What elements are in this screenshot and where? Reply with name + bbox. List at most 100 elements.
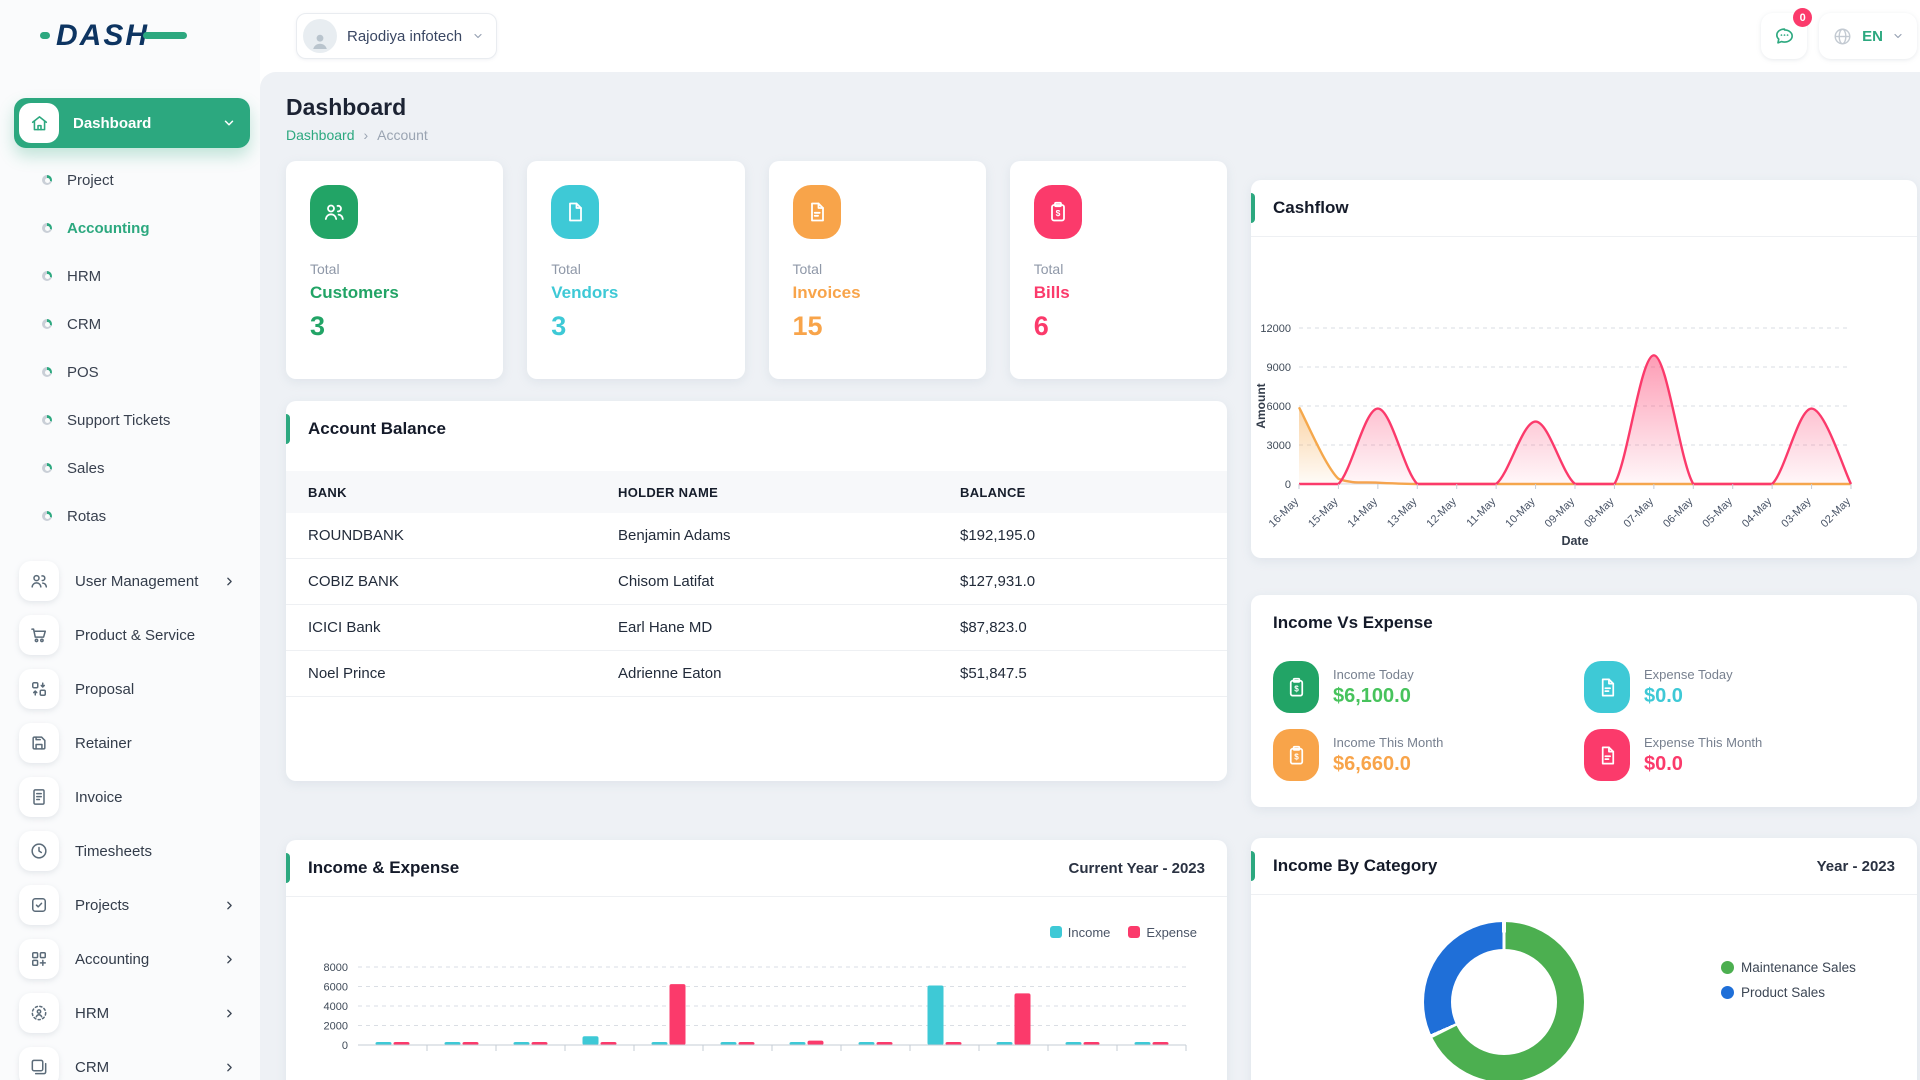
sidebar-item-dashboard[interactable]: Dashboard: [14, 98, 250, 148]
stat-card-customers[interactable]: Total Customers 3: [286, 161, 504, 379]
donut-legend-item-product-sales[interactable]: Product Sales: [1721, 985, 1856, 1000]
svg-text:$: $: [1055, 208, 1060, 218]
table-row: Noel Prince Adrienne Eaton $51,847.5: [286, 651, 1227, 697]
cell-balance: $51,847.5: [960, 665, 1027, 682]
svg-text:03-May: 03-May: [1779, 495, 1814, 530]
svg-text:12-May: 12-May: [1424, 495, 1459, 530]
chevron-down-icon: [1894, 33, 1902, 39]
sidebar-item-projects[interactable]: Projects: [14, 878, 250, 932]
stat-card-bills[interactable]: $ Total Bills 6: [1009, 161, 1227, 379]
breadcrumb-dashboard[interactable]: Dashboard: [286, 127, 355, 143]
stat-card-label: Bills: [1033, 283, 1070, 302]
ivse-stat-value: $6,100.0: [1333, 684, 1411, 707]
ivse-stat-value: $6,660.0: [1333, 752, 1411, 775]
stat-card-vendors[interactable]: Total Vendors 3: [527, 161, 745, 379]
breadcrumb-current: Account: [377, 127, 428, 143]
right-column: Cashflow 0 3000 6000 9000 12000 16-May 15-May 1…: [1251, 180, 1917, 1080]
sidebar-subitem-pos[interactable]: POS: [14, 348, 250, 396]
sidebar-subitem-hrm[interactable]: HRM: [14, 252, 250, 300]
svg-text:08-May: 08-May: [1582, 495, 1617, 530]
messages-button[interactable]: 0: [1761, 8, 1813, 59]
cell-holder: Benjamin Adams: [618, 527, 731, 544]
sidebar-item-label: User Management: [75, 572, 199, 590]
cell-bank: ROUNDBANK: [308, 527, 404, 544]
sidebar-item-label: Retainer: [75, 734, 132, 752]
ivse-stat-label: Income Today: [1333, 666, 1414, 682]
svg-text:6000: 6000: [324, 982, 348, 994]
avatar: [303, 19, 337, 53]
sidebar-dashboard-label: Dashboard: [73, 114, 152, 132]
svg-text:6000: 6000: [1267, 401, 1291, 413]
account-balance-title: Account Balance: [308, 419, 446, 438]
svg-text:05-May: 05-May: [1700, 495, 1735, 530]
topbar-actions: 0 EN: [1761, 8, 1917, 59]
globe-icon: [1834, 28, 1851, 44]
income-expense-panel: Income & Expense Current Year - 2023 Inc…: [286, 840, 1227, 1080]
sidebar-item-timesheets[interactable]: Timesheets: [14, 824, 250, 878]
account-balance-table: BANK HOLDER NAME BALANCE ROUNDBANK Benjam…: [286, 471, 1227, 697]
bullet-icon: [42, 319, 52, 329]
col-bank: BANK: [308, 484, 347, 500]
sidebar-subitem-accounting[interactable]: Accounting: [14, 204, 250, 252]
ivse-stat-expense-this-month: Expense This Month $0.0: [1584, 729, 1895, 781]
hrm-icon: [19, 993, 59, 1033]
income-vs-expense-stats: $ Income Today $6,100.0 Expense Today $0.0 $ I…: [1251, 651, 1917, 781]
file-text-icon: [1584, 729, 1630, 781]
stat-card-value: 6: [1033, 311, 1049, 341]
stat-card-invoices[interactable]: Total Invoices 15: [768, 161, 986, 379]
sidebar-item-label: Invoice: [75, 788, 123, 806]
svg-text:$: $: [1294, 684, 1299, 693]
sidebar-subitem-label: CRM: [67, 315, 102, 333]
sidebar-subitem-sales[interactable]: Sales: [14, 444, 250, 492]
bullet-icon: [42, 511, 52, 521]
sidebar-item-crm[interactable]: CRM: [14, 1040, 250, 1080]
sidebar-subitem-support-tickets[interactable]: Support Tickets: [14, 396, 250, 444]
table-header: BANK HOLDER NAME BALANCE: [286, 471, 1227, 513]
sidebar-item-retainer[interactable]: Retainer: [14, 716, 250, 770]
sidebar-item-label: Timesheets: [75, 842, 152, 860]
left-column: Total Customers 3 Total Vendors 3 Total Invoice…: [286, 161, 1227, 1080]
sidebar-subitem-rotas[interactable]: Rotas: [14, 492, 250, 540]
cell-balance: $87,823.0: [960, 619, 1027, 636]
col-holder-name: HOLDER NAME: [618, 484, 719, 500]
sidebar-subitem-label: Support Tickets: [67, 411, 171, 429]
logo-text: DASH: [56, 19, 150, 52]
donut-legend-item-maintenance-sales[interactable]: Maintenance Sales: [1721, 960, 1856, 975]
ivse-stat-expense-today: Expense Today $0.0: [1584, 661, 1895, 713]
bullet-icon: [42, 175, 52, 185]
check-square-icon: [19, 885, 59, 925]
sidebar-subitem-label: Sales: [67, 459, 105, 477]
sidebar-subitem-crm[interactable]: CRM: [14, 300, 250, 348]
svg-text:8000: 8000: [324, 962, 348, 974]
workspace-selector[interactable]: Rajodiya infotech: [296, 13, 498, 59]
sidebar-item-accounting[interactable]: Accounting: [14, 932, 250, 986]
sidebar-item-proposal[interactable]: Proposal: [14, 662, 250, 716]
stat-card-value: 15: [792, 311, 823, 341]
income-expense-bar-chart: 0 2000 4000 6000 8000: [324, 962, 1187, 1052]
logo[interactable]: DASH: [40, 19, 188, 53]
sidebar-item-hrm[interactable]: HRM: [14, 986, 250, 1040]
page-title: Dashboard: [286, 94, 407, 120]
person-icon: [313, 34, 327, 49]
sidebar-subitem-project[interactable]: Project: [14, 156, 250, 204]
ivse-stat-value: $0.0: [1644, 752, 1683, 775]
sidebar-item-product-service[interactable]: Product & Service: [14, 608, 250, 662]
stat-card-kicker: Total: [310, 261, 340, 277]
messages-badge: 0: [1793, 8, 1813, 27]
workspace-name: Rajodiya infotech: [347, 27, 463, 45]
ivse-stat-value: $0.0: [1644, 684, 1683, 707]
save-icon: [19, 723, 59, 763]
legend-swatch: [1049, 926, 1062, 938]
sidebar-item-invoice[interactable]: Invoice: [14, 770, 250, 824]
grid-plus-icon: [19, 939, 59, 979]
language-selector[interactable]: EN: [1819, 13, 1917, 59]
file-icon: [551, 185, 600, 239]
svg-text:Amount: Amount: [1254, 383, 1268, 428]
sidebar-item-user-management[interactable]: User Management: [14, 554, 250, 608]
legend-item-expense[interactable]: Expense: [1128, 917, 1197, 947]
legend-item-income[interactable]: Income: [1049, 917, 1110, 947]
legend-swatch: [1128, 926, 1141, 938]
crm-icon: [19, 1047, 59, 1080]
account-balance-panel: Account Balance BANK HOLDER NAME BALANCE…: [286, 401, 1227, 781]
sidebar-modules: User Management Product & Service Proposal…: [14, 554, 250, 1080]
